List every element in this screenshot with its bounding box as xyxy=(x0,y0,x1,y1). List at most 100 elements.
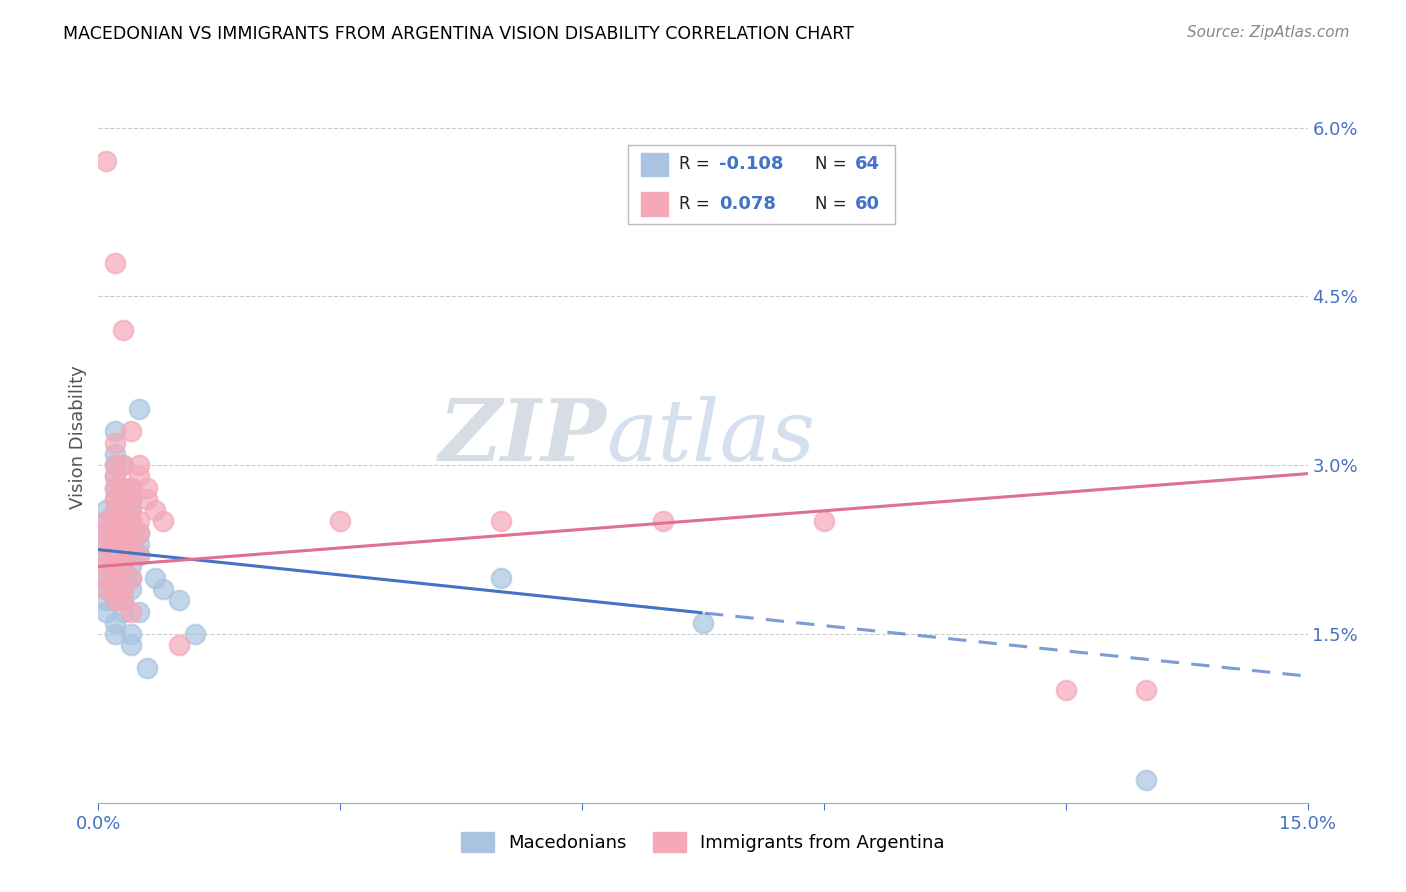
Point xyxy=(128,515,150,529)
Point xyxy=(128,525,150,540)
Point xyxy=(120,503,142,517)
Point xyxy=(103,458,125,473)
Point xyxy=(111,491,134,506)
Point xyxy=(135,491,157,506)
Point xyxy=(111,458,134,473)
Point xyxy=(120,582,142,596)
Point xyxy=(103,627,125,641)
Point xyxy=(120,503,142,517)
Point xyxy=(120,571,142,585)
Text: N =: N = xyxy=(815,155,852,173)
Point xyxy=(128,548,150,562)
Legend: Macedonians, Immigrants from Argentina: Macedonians, Immigrants from Argentina xyxy=(454,825,952,860)
Point xyxy=(128,458,150,473)
Point xyxy=(103,525,125,540)
Point xyxy=(103,469,125,483)
Point xyxy=(111,537,134,551)
Point xyxy=(813,515,835,529)
Point xyxy=(103,435,125,450)
Point xyxy=(111,593,134,607)
Point xyxy=(111,593,134,607)
Point xyxy=(120,491,142,506)
Point xyxy=(96,503,118,517)
Point xyxy=(491,571,513,585)
Point xyxy=(103,548,125,562)
Point xyxy=(128,525,150,540)
Point xyxy=(103,447,125,461)
Point xyxy=(111,491,134,506)
Point xyxy=(111,548,134,562)
Point xyxy=(96,593,118,607)
Bar xyxy=(641,153,668,177)
Point xyxy=(120,605,142,619)
Point xyxy=(103,491,125,506)
FancyBboxPatch shape xyxy=(628,145,896,224)
Point xyxy=(96,559,118,574)
Point xyxy=(103,481,125,495)
Point xyxy=(103,525,125,540)
Point xyxy=(96,515,118,529)
Point xyxy=(167,593,190,607)
Point xyxy=(111,582,134,596)
Text: R =: R = xyxy=(679,155,714,173)
Point xyxy=(111,559,134,574)
Point xyxy=(103,593,125,607)
Text: -0.108: -0.108 xyxy=(718,155,783,173)
Point xyxy=(120,515,142,529)
Point xyxy=(128,548,150,562)
Point xyxy=(96,548,118,562)
Point xyxy=(111,605,134,619)
Point xyxy=(103,255,125,269)
Point xyxy=(96,582,118,596)
Point xyxy=(1135,773,1157,788)
Point xyxy=(103,515,125,529)
Point xyxy=(96,571,118,585)
Text: R =: R = xyxy=(679,194,720,212)
Point xyxy=(120,559,142,574)
Point xyxy=(103,582,125,596)
Point xyxy=(651,515,673,529)
Point xyxy=(111,525,134,540)
Point xyxy=(329,515,352,529)
Point xyxy=(111,537,134,551)
Point xyxy=(103,515,125,529)
Point xyxy=(143,571,166,585)
Point xyxy=(143,503,166,517)
Point xyxy=(103,503,125,517)
Point xyxy=(111,481,134,495)
Point xyxy=(120,548,142,562)
Point xyxy=(103,469,125,483)
Point xyxy=(120,491,142,506)
Point xyxy=(120,525,142,540)
Text: 60: 60 xyxy=(855,194,880,212)
Point xyxy=(111,481,134,495)
Point xyxy=(96,515,118,529)
Point xyxy=(96,154,118,169)
Point xyxy=(96,605,118,619)
Point xyxy=(103,537,125,551)
Point xyxy=(111,503,134,517)
Point xyxy=(103,491,125,506)
Point xyxy=(111,559,134,574)
Point xyxy=(96,525,118,540)
Y-axis label: Vision Disability: Vision Disability xyxy=(69,365,87,509)
Text: MACEDONIAN VS IMMIGRANTS FROM ARGENTINA VISION DISABILITY CORRELATION CHART: MACEDONIAN VS IMMIGRANTS FROM ARGENTINA … xyxy=(63,25,855,43)
Point xyxy=(103,548,125,562)
Point xyxy=(491,515,513,529)
Point xyxy=(692,615,714,630)
Point xyxy=(128,401,150,416)
Point xyxy=(103,593,125,607)
Point xyxy=(128,537,150,551)
Point xyxy=(103,582,125,596)
Point xyxy=(120,638,142,652)
Point xyxy=(111,582,134,596)
Point xyxy=(103,615,125,630)
Point xyxy=(128,469,150,483)
Point xyxy=(111,571,134,585)
Point xyxy=(103,559,125,574)
Point xyxy=(135,481,157,495)
Point xyxy=(103,458,125,473)
Point xyxy=(96,571,118,585)
Point xyxy=(111,525,134,540)
Point xyxy=(96,537,118,551)
